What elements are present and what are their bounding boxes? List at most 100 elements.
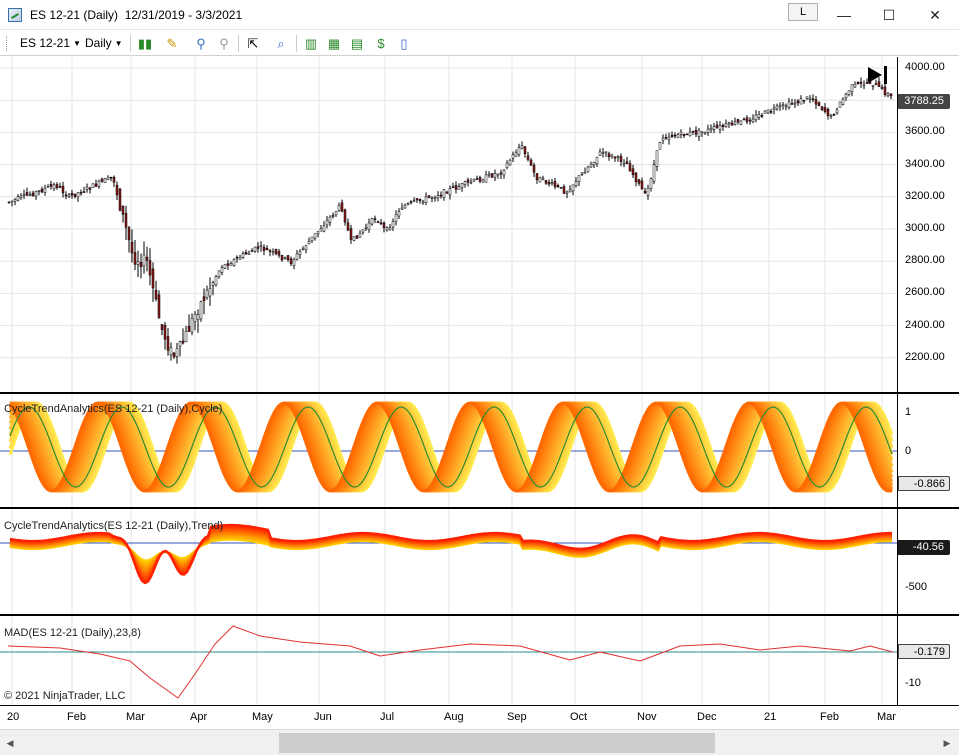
candle-body bbox=[478, 177, 482, 182]
candle-body bbox=[781, 104, 785, 107]
properties-icon[interactable]: ▯ bbox=[400, 36, 408, 51]
horizontal-scrollbar[interactable]: ◀ ▶ bbox=[0, 729, 959, 755]
candle-body bbox=[349, 228, 353, 240]
candle-body bbox=[310, 236, 314, 241]
candle-body bbox=[16, 196, 20, 201]
minimize-button[interactable]: — bbox=[837, 7, 851, 23]
candle-body bbox=[568, 189, 572, 193]
candle-body bbox=[673, 134, 677, 137]
mad-axis[interactable] bbox=[897, 616, 959, 705]
candle-body bbox=[115, 184, 119, 196]
time-axis[interactable]: 20 Feb Mar Apr May Jun Jul Aug Sep Oct Nov Dec 21 Feb… bbox=[0, 705, 959, 729]
candle-body bbox=[529, 159, 533, 166]
candle-body bbox=[475, 178, 479, 180]
panel-divider[interactable] bbox=[0, 614, 959, 616]
last-price-tag: 3788.25 bbox=[898, 94, 950, 109]
price-chart-canvas[interactable] bbox=[0, 57, 897, 392]
candle-body bbox=[502, 169, 506, 176]
candle-body bbox=[262, 246, 266, 251]
price-panel[interactable]: 4000.003800.003600.003400.003200.003000.… bbox=[0, 57, 959, 392]
candle-body bbox=[88, 187, 92, 190]
instrument-selector[interactable]: ES 12-21 ▼ bbox=[20, 35, 81, 52]
candle-body bbox=[76, 192, 80, 198]
scroll-right-icon[interactable]: ▶ bbox=[943, 738, 951, 748]
candle-body bbox=[286, 255, 290, 260]
candle-body bbox=[208, 288, 212, 297]
cycle-panel[interactable]: CycleTrendAnalytics(ES 12-21 (Daily),Cyc… bbox=[0, 394, 959, 507]
candle-body bbox=[565, 191, 569, 194]
candle-body bbox=[250, 250, 254, 252]
trend-panel[interactable]: CycleTrendAnalytics(ES 12-21 (Daily),Tre… bbox=[0, 509, 959, 614]
candle-body bbox=[433, 197, 437, 199]
price-axis[interactable] bbox=[897, 57, 959, 392]
candle-body bbox=[742, 118, 746, 121]
candle-body bbox=[691, 130, 695, 133]
candle-body bbox=[304, 245, 308, 250]
chart-toolbar: ES 12-21 ▼ Daily ▼ ▮▮ ✎ ⚲ ⚲ ⇱ ⌕ ▥ ▦ ▤ $ ▯ bbox=[0, 31, 959, 56]
period-selector[interactable]: Daily ▼ bbox=[85, 35, 123, 52]
link-button[interactable]: L bbox=[788, 3, 818, 21]
drawing-pencil-icon[interactable]: ✎ bbox=[166, 36, 178, 51]
trend-panel-label: CycleTrendAnalytics(ES 12-21 (Daily),Tre… bbox=[4, 520, 224, 532]
candle-body bbox=[226, 263, 230, 266]
cycle-axis[interactable] bbox=[897, 394, 959, 507]
cycle-last-value: -0.866 bbox=[913, 478, 945, 490]
pin-icon[interactable]: ⚲ bbox=[196, 36, 206, 51]
maximize-button[interactable]: ☐ bbox=[882, 7, 896, 23]
candle-body bbox=[25, 192, 29, 196]
candle-body bbox=[295, 253, 299, 260]
mad-chart-canvas[interactable] bbox=[0, 616, 897, 705]
candle-body bbox=[520, 145, 524, 149]
close-button[interactable]: ✕ bbox=[929, 7, 941, 23]
candle-body bbox=[199, 301, 203, 320]
candle-body bbox=[94, 183, 98, 187]
data-series-icon[interactable]: ▥ bbox=[304, 36, 318, 51]
scroll-left-icon[interactable]: ◀ bbox=[6, 738, 14, 748]
candle-body bbox=[364, 227, 368, 229]
time-axis-label: May bbox=[252, 711, 273, 723]
candle-body bbox=[538, 177, 542, 183]
indicators-icon[interactable]: ▦ bbox=[327, 36, 341, 51]
snap-icon[interactable]: ⚲ bbox=[219, 36, 229, 51]
candle-body bbox=[496, 173, 500, 176]
mad-panel[interactable]: MAD(ES 12-21 (Daily),23,8) -10 -0.179 bbox=[0, 616, 959, 705]
candlestick-style-icon[interactable]: ▮▮ bbox=[137, 36, 153, 51]
candle-body bbox=[211, 282, 215, 286]
time-axis-label: 20 bbox=[7, 711, 20, 723]
price-ytick: 3000.00 bbox=[905, 222, 945, 234]
candle-body bbox=[346, 222, 350, 231]
cursor-pointer-icon[interactable]: ⇱ bbox=[247, 36, 259, 51]
cycle-chart-canvas[interactable] bbox=[0, 394, 897, 507]
candle-body bbox=[394, 214, 398, 222]
trend-chart-canvas[interactable] bbox=[0, 509, 897, 614]
candle-body bbox=[238, 257, 242, 260]
candle-body bbox=[157, 294, 161, 319]
candle-body bbox=[649, 178, 653, 189]
candle-body bbox=[787, 101, 791, 108]
candle-body bbox=[688, 131, 692, 137]
candle-body bbox=[58, 186, 62, 188]
zoom-icon[interactable]: ⌕ bbox=[277, 36, 285, 51]
candle-body bbox=[763, 110, 767, 114]
candle-body bbox=[85, 186, 89, 190]
candle-body bbox=[316, 231, 320, 234]
panel-divider[interactable] bbox=[0, 392, 959, 394]
candle-body bbox=[574, 181, 578, 187]
scrollbar-thumb[interactable] bbox=[279, 733, 715, 753]
panel-divider[interactable] bbox=[0, 507, 959, 509]
candle-body bbox=[79, 192, 83, 194]
candle-body bbox=[604, 151, 608, 154]
candle-body bbox=[382, 222, 386, 228]
candle-body bbox=[139, 262, 143, 267]
candle-body bbox=[874, 83, 878, 85]
candle-body bbox=[424, 196, 428, 203]
dollar-icon[interactable]: $ bbox=[377, 36, 385, 51]
candle-body bbox=[301, 248, 305, 250]
candle-body bbox=[298, 251, 302, 255]
chevron-down-icon: ▼ bbox=[73, 39, 81, 49]
strategies-icon[interactable]: ▤ bbox=[350, 36, 364, 51]
candle-body bbox=[343, 209, 347, 223]
toolbar-separator bbox=[238, 35, 239, 52]
trend-axis[interactable] bbox=[897, 509, 959, 614]
time-axis-label: Jul bbox=[380, 711, 395, 723]
